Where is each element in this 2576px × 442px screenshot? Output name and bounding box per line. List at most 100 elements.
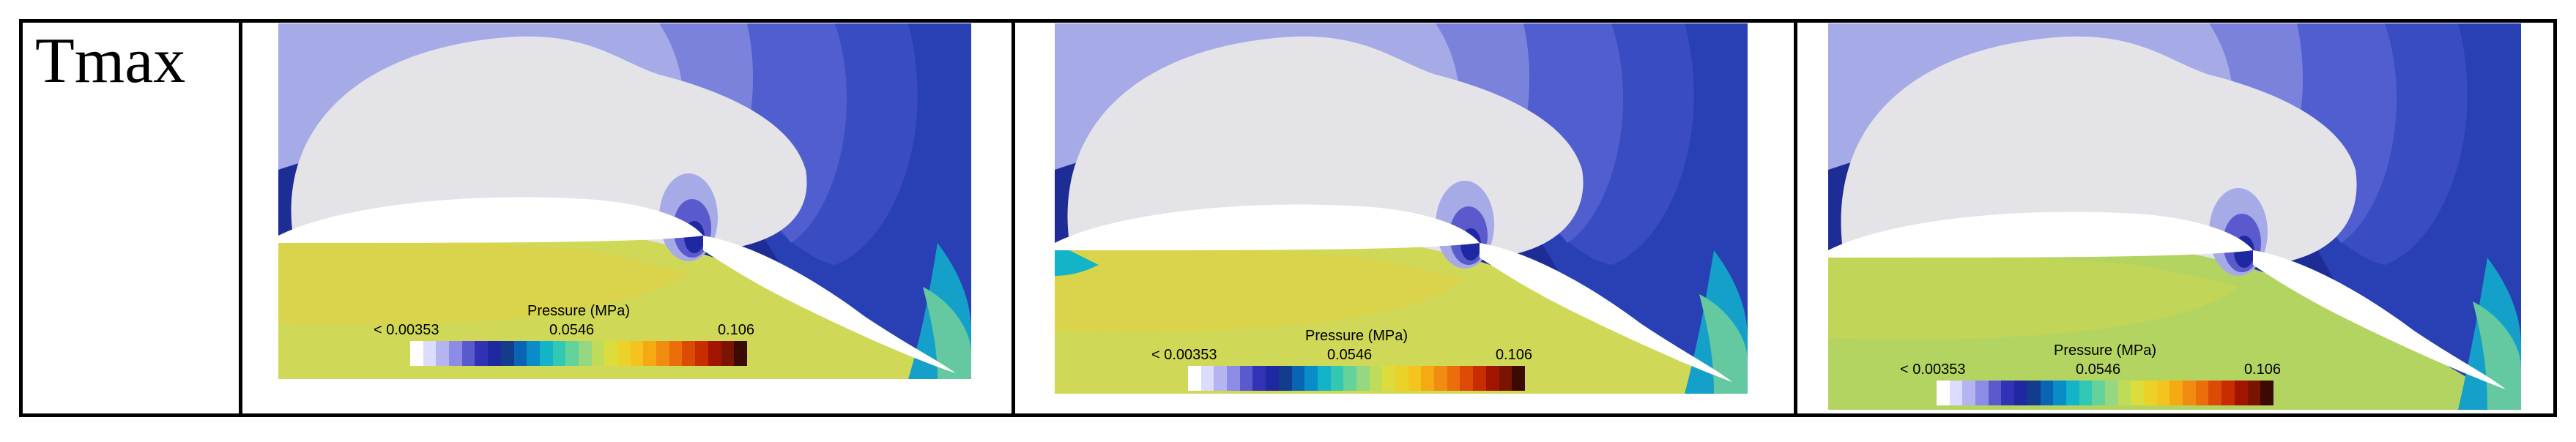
colorbar-swatch xyxy=(1200,366,1214,391)
colorbar-swatch xyxy=(2104,381,2118,405)
colorbar-swatch xyxy=(1304,366,1318,391)
colorbar xyxy=(410,341,747,366)
colorbar-swatch xyxy=(2027,381,2041,405)
column-divider xyxy=(1794,23,1797,413)
legend-title: Pressure (MPa) xyxy=(527,303,631,319)
contour-plot xyxy=(278,23,971,379)
column-divider xyxy=(1012,23,1015,413)
colorbar-swatch xyxy=(1382,366,1395,391)
colorbar-swatch xyxy=(1252,366,1266,391)
colorbar-swatch xyxy=(2092,381,2105,405)
legend-max-label: 0.106 xyxy=(717,322,754,338)
colorbar-swatch xyxy=(500,341,514,366)
colorbar-swatch xyxy=(513,341,527,366)
colorbar-swatch xyxy=(604,341,617,366)
colorbar-swatch xyxy=(2183,381,2196,405)
legend-mid-label: 0.0546 xyxy=(549,322,595,338)
legend-mid-label: 0.0546 xyxy=(1327,347,1373,363)
colorbar-swatch xyxy=(1356,366,1370,391)
colorbar-swatch xyxy=(2195,381,2209,405)
colorbar-swatch xyxy=(565,341,579,366)
colorbar-swatch xyxy=(1278,366,1292,391)
colorbar-swatch xyxy=(2234,381,2248,405)
legend-min-label: < 0.00353 xyxy=(1900,362,1966,378)
colorbar-swatch xyxy=(1962,381,1976,405)
legend-mid-label: 0.0546 xyxy=(2076,362,2121,378)
colorbar-swatch xyxy=(1291,366,1305,391)
colorbar-swatch xyxy=(539,341,553,366)
colorbar-swatch xyxy=(552,341,566,366)
colorbar-swatch xyxy=(423,341,437,366)
colorbar-swatch xyxy=(488,341,501,366)
pressure-legend-2: Pressure (MPa) < 0.00353 0.0546 0.106 xyxy=(1151,328,1532,394)
colorbar-swatch xyxy=(1975,381,1989,405)
colorbar-swatch xyxy=(2117,381,2131,405)
colorbar-swatch xyxy=(2131,381,2144,405)
colorbar-swatch xyxy=(1239,366,1253,391)
colorbar-swatch xyxy=(1343,366,1356,391)
colorbar-swatch xyxy=(1485,366,1499,391)
colorbar-swatch xyxy=(2001,381,2015,405)
row-label: Tmax xyxy=(35,26,186,97)
colorbar-swatch xyxy=(591,341,605,366)
colorbar-swatch xyxy=(1421,366,1435,391)
colorbar-swatch xyxy=(1408,366,1422,391)
colorbar-swatch xyxy=(527,341,540,366)
pressure-contour-panel-3 xyxy=(1828,23,2521,410)
legend-max-label: 0.106 xyxy=(1495,347,1532,363)
colorbar-swatch xyxy=(1330,366,1344,391)
colorbar-swatch xyxy=(1460,366,1474,391)
colorbar-swatch xyxy=(578,341,592,366)
colorbar xyxy=(1937,381,2274,405)
colorbar-swatch xyxy=(2014,381,2027,405)
colorbar-swatch xyxy=(617,341,631,366)
colorbar-swatch xyxy=(1473,366,1486,391)
colorbar-swatch xyxy=(1499,366,1512,391)
colorbar-swatch xyxy=(643,341,657,366)
colorbar-swatch xyxy=(475,341,489,366)
colorbar-swatch xyxy=(2247,381,2261,405)
contour-plot xyxy=(1828,23,2521,410)
colorbar-swatch xyxy=(1214,366,1228,391)
colorbar-swatch xyxy=(1512,366,1525,391)
legend-min-label: < 0.00353 xyxy=(1151,347,1217,363)
colorbar xyxy=(1188,366,1525,391)
colorbar-swatch xyxy=(656,341,669,366)
column-divider xyxy=(239,23,242,413)
colorbar-swatch xyxy=(1266,366,1279,391)
colorbar-swatch xyxy=(2040,381,2054,405)
pressure-contour-panel-2 xyxy=(1055,23,1748,394)
colorbar-swatch xyxy=(1949,381,1963,405)
colorbar-swatch xyxy=(461,341,475,366)
colorbar-swatch xyxy=(2208,381,2222,405)
contour-plot xyxy=(1055,23,1748,394)
colorbar-swatch xyxy=(2260,381,2274,405)
colorbar-swatch xyxy=(1434,366,1447,391)
pressure-contour-panel-1 xyxy=(278,23,971,379)
pressure-legend-1: Pressure (MPa) < 0.00353 0.0546 0.106 xyxy=(374,303,754,369)
colorbar-swatch xyxy=(1188,366,1201,391)
colorbar-swatch xyxy=(436,341,450,366)
colorbar-swatch xyxy=(682,341,696,366)
colorbar-swatch xyxy=(2144,381,2157,405)
colorbar-swatch xyxy=(2065,381,2079,405)
colorbar-swatch xyxy=(449,341,462,366)
colorbar-swatch xyxy=(734,341,747,366)
colorbar-swatch xyxy=(2169,381,2183,405)
legend-max-label: 0.106 xyxy=(2243,362,2281,378)
figure-table xyxy=(19,19,2557,417)
colorbar-swatch xyxy=(669,341,683,366)
colorbar-swatch xyxy=(1447,366,1460,391)
colorbar-swatch xyxy=(1227,366,1240,391)
colorbar-swatch xyxy=(1937,381,1950,405)
colorbar-swatch xyxy=(1395,366,1408,391)
colorbar-swatch xyxy=(721,341,735,366)
colorbar-swatch xyxy=(1317,366,1331,391)
pressure-legend-3: Pressure (MPa) < 0.00353 0.0546 0.106 xyxy=(1900,342,2281,408)
colorbar-swatch xyxy=(2053,381,2066,405)
colorbar-swatch xyxy=(2221,381,2235,405)
colorbar-swatch xyxy=(2079,381,2093,405)
legend-title: Pressure (MPa) xyxy=(1304,328,1408,344)
colorbar-swatch xyxy=(630,341,644,366)
legend-title: Pressure (MPa) xyxy=(2053,342,2157,359)
